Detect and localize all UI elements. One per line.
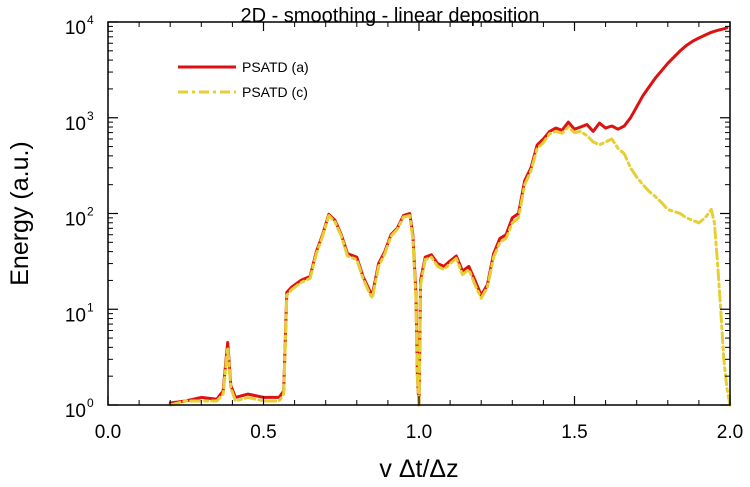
x-tick-label: 0.5 <box>250 422 276 443</box>
y-tick-label: 10 <box>65 18 86 39</box>
legend-label: PSATD (c) <box>242 84 308 100</box>
y-tick-label: 10 <box>65 401 86 422</box>
y-tick-exponent: 1 <box>87 300 94 314</box>
legend: PSATD (a) PSATD (c) <box>178 59 309 100</box>
y-tick-label: 10 <box>65 210 86 231</box>
y-tick-label: 10 <box>65 305 86 326</box>
x-tick-label: 2.0 <box>717 422 743 443</box>
x-tick-label: 0.0 <box>95 422 121 443</box>
x-axis-label: v Δt/Δz <box>379 455 458 482</box>
x-tick-label: 1.0 <box>406 422 432 443</box>
y-tick-exponent: 2 <box>87 205 94 219</box>
y-tick-label: 10 <box>65 114 86 135</box>
x-tick-label: 1.5 <box>561 422 587 443</box>
y-tick-exponent: 4 <box>87 13 94 27</box>
chart-title: 2D - smoothing - linear deposition <box>240 5 539 27</box>
series-line-psatd-c <box>168 125 732 407</box>
y-tick-exponent: 3 <box>87 109 94 123</box>
y-tick-exponent: 0 <box>87 396 94 410</box>
y-axis-label: Energy (a.u.) <box>6 141 34 286</box>
legend-label: PSATD (a) <box>242 59 309 75</box>
